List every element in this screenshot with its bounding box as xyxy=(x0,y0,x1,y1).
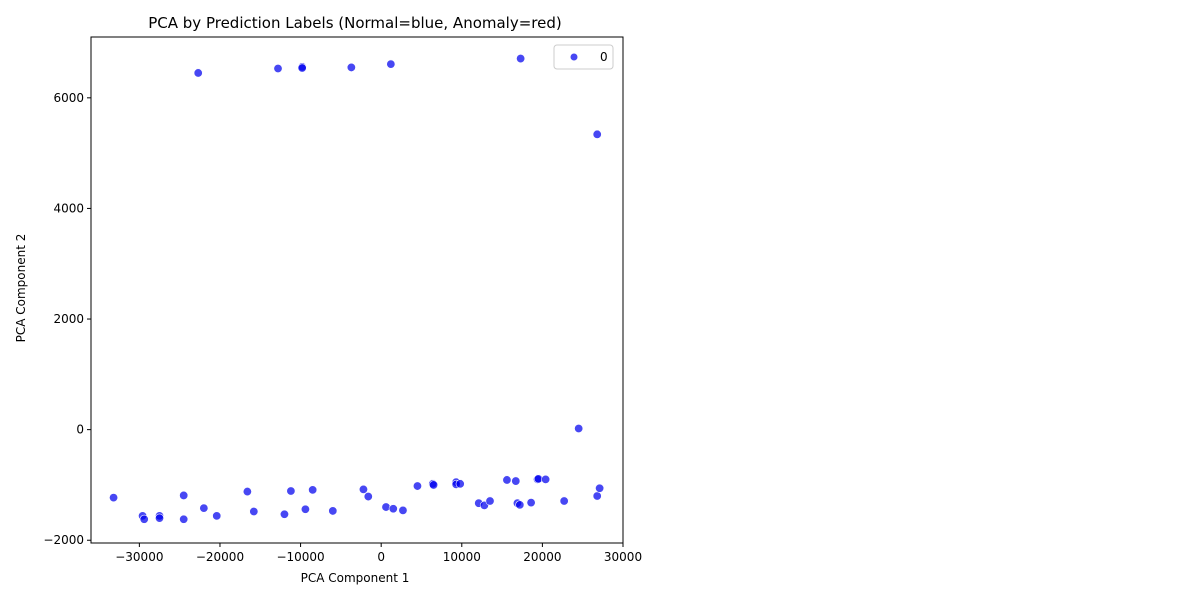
data-point xyxy=(155,513,165,523)
data-point xyxy=(179,490,189,500)
y-axis-label: PCA Component 2 xyxy=(14,234,28,343)
data-point xyxy=(358,484,368,494)
data-point xyxy=(300,504,310,514)
data-point xyxy=(386,59,396,69)
data-point xyxy=(502,475,512,485)
legend-label: 0 xyxy=(600,50,608,64)
data-point xyxy=(429,480,439,490)
x-tick-label: −20000 xyxy=(196,550,244,564)
data-point xyxy=(242,487,252,497)
data-point xyxy=(398,505,408,515)
data-point xyxy=(412,481,422,491)
data-point xyxy=(193,68,203,78)
y-tick-label: 4000 xyxy=(53,201,84,215)
y-tick-label: 6000 xyxy=(53,91,84,105)
x-tick-label: 0 xyxy=(377,550,385,564)
data-point xyxy=(328,506,338,516)
plot-area: −30000 −20000 −10000 0 10000 20000 30000−20000… xyxy=(43,36,642,564)
data-point xyxy=(279,509,289,519)
data-point xyxy=(199,503,209,513)
data-point xyxy=(346,62,356,72)
data-point xyxy=(286,486,296,496)
data-point xyxy=(249,506,259,516)
data-point xyxy=(595,483,605,493)
data-point xyxy=(388,504,398,514)
data-point xyxy=(515,500,525,510)
data-point xyxy=(592,129,602,139)
data-point xyxy=(526,498,536,508)
data-point xyxy=(139,514,149,524)
legend: 0 xyxy=(553,44,614,70)
data-point xyxy=(559,496,569,506)
x-tick-label: −10000 xyxy=(276,550,324,564)
data-point xyxy=(297,63,307,73)
data-point xyxy=(212,511,222,521)
data-point xyxy=(363,492,373,502)
data-point xyxy=(381,502,391,512)
data-point xyxy=(273,64,283,74)
data-point xyxy=(516,54,526,64)
data-point xyxy=(455,479,465,489)
legend-marker xyxy=(570,53,578,61)
y-tick-label: 0 xyxy=(76,423,84,437)
data-point xyxy=(541,474,551,484)
data-point xyxy=(592,491,602,501)
data-point xyxy=(109,493,119,503)
data-point xyxy=(511,476,521,486)
data-point xyxy=(179,514,189,524)
x-axis-label: PCA Component 1 xyxy=(301,571,410,585)
axes-frame xyxy=(90,36,624,544)
y-tick-label: 2000 xyxy=(53,312,84,326)
x-tick-label: 10000 xyxy=(443,550,481,564)
y-tick-label: −2000 xyxy=(43,533,84,547)
x-tick-label: 30000 xyxy=(604,550,642,564)
data-point xyxy=(485,496,495,506)
data-point xyxy=(574,424,584,434)
chart-title: PCA by Prediction Labels (Normal=blue, A… xyxy=(148,14,562,32)
x-tick-label: −30000 xyxy=(115,550,163,564)
x-tick-label: 20000 xyxy=(523,550,561,564)
legend-box xyxy=(553,44,614,70)
data-point xyxy=(308,485,318,495)
